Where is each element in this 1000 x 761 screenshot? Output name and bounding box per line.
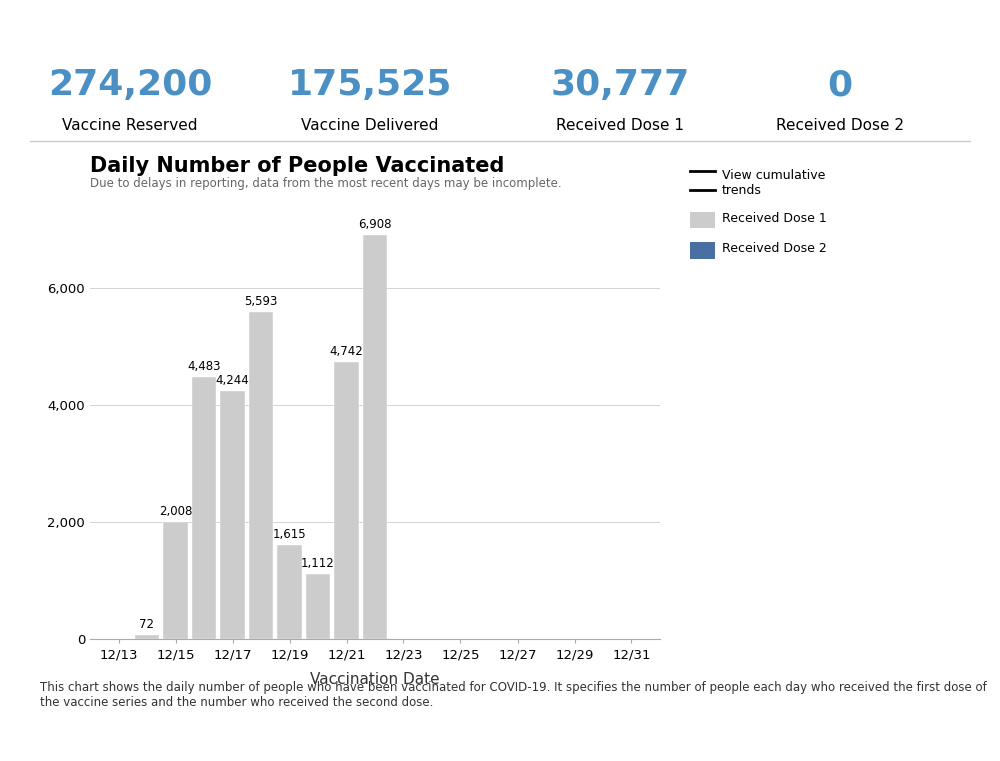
Bar <box>135 635 159 639</box>
Bar <box>220 391 245 639</box>
Bar <box>192 377 216 639</box>
Text: 4,483: 4,483 <box>187 360 221 373</box>
Text: 4,742: 4,742 <box>330 345 363 358</box>
Bar <box>306 574 330 639</box>
Bar <box>163 522 188 639</box>
Text: 72: 72 <box>140 618 154 631</box>
Text: 30,777: 30,777 <box>550 68 690 103</box>
Text: Received Dose 1: Received Dose 1 <box>722 212 827 225</box>
Text: Vaccine Delivered: Vaccine Delivered <box>301 118 439 133</box>
Text: 5,593: 5,593 <box>244 295 278 307</box>
Text: 1,615: 1,615 <box>273 527 306 540</box>
Text: Received Dose 2: Received Dose 2 <box>776 118 904 133</box>
Text: Vaccine Reserved: Vaccine Reserved <box>62 118 198 133</box>
Text: 175,525: 175,525 <box>288 68 452 103</box>
Text: Due to delays in reporting, data from the most recent days may be incomplete.: Due to delays in reporting, data from th… <box>90 177 562 189</box>
Text: Daily Number of People Vaccinated: Daily Number of People Vaccinated <box>90 156 504 176</box>
Text: 0: 0 <box>827 68 853 103</box>
Text: Received Dose 2: Received Dose 2 <box>722 242 827 256</box>
Bar <box>334 361 359 639</box>
Text: View cumulative
trends: View cumulative trends <box>722 169 825 197</box>
Bar <box>363 235 387 639</box>
Text: 2,008: 2,008 <box>159 505 192 517</box>
Text: 4,244: 4,244 <box>216 374 249 387</box>
X-axis label: Vaccination Date: Vaccination Date <box>310 673 440 687</box>
Text: 6,908: 6,908 <box>358 218 392 231</box>
Bar <box>277 545 302 639</box>
Text: 274,200: 274,200 <box>48 68 212 103</box>
Bar <box>249 312 273 639</box>
Text: This chart shows the daily number of people who have been vaccinated for COVID-1: This chart shows the daily number of peo… <box>40 681 987 709</box>
Text: Received Dose 1: Received Dose 1 <box>556 118 684 133</box>
Text: 1,112: 1,112 <box>301 557 335 570</box>
